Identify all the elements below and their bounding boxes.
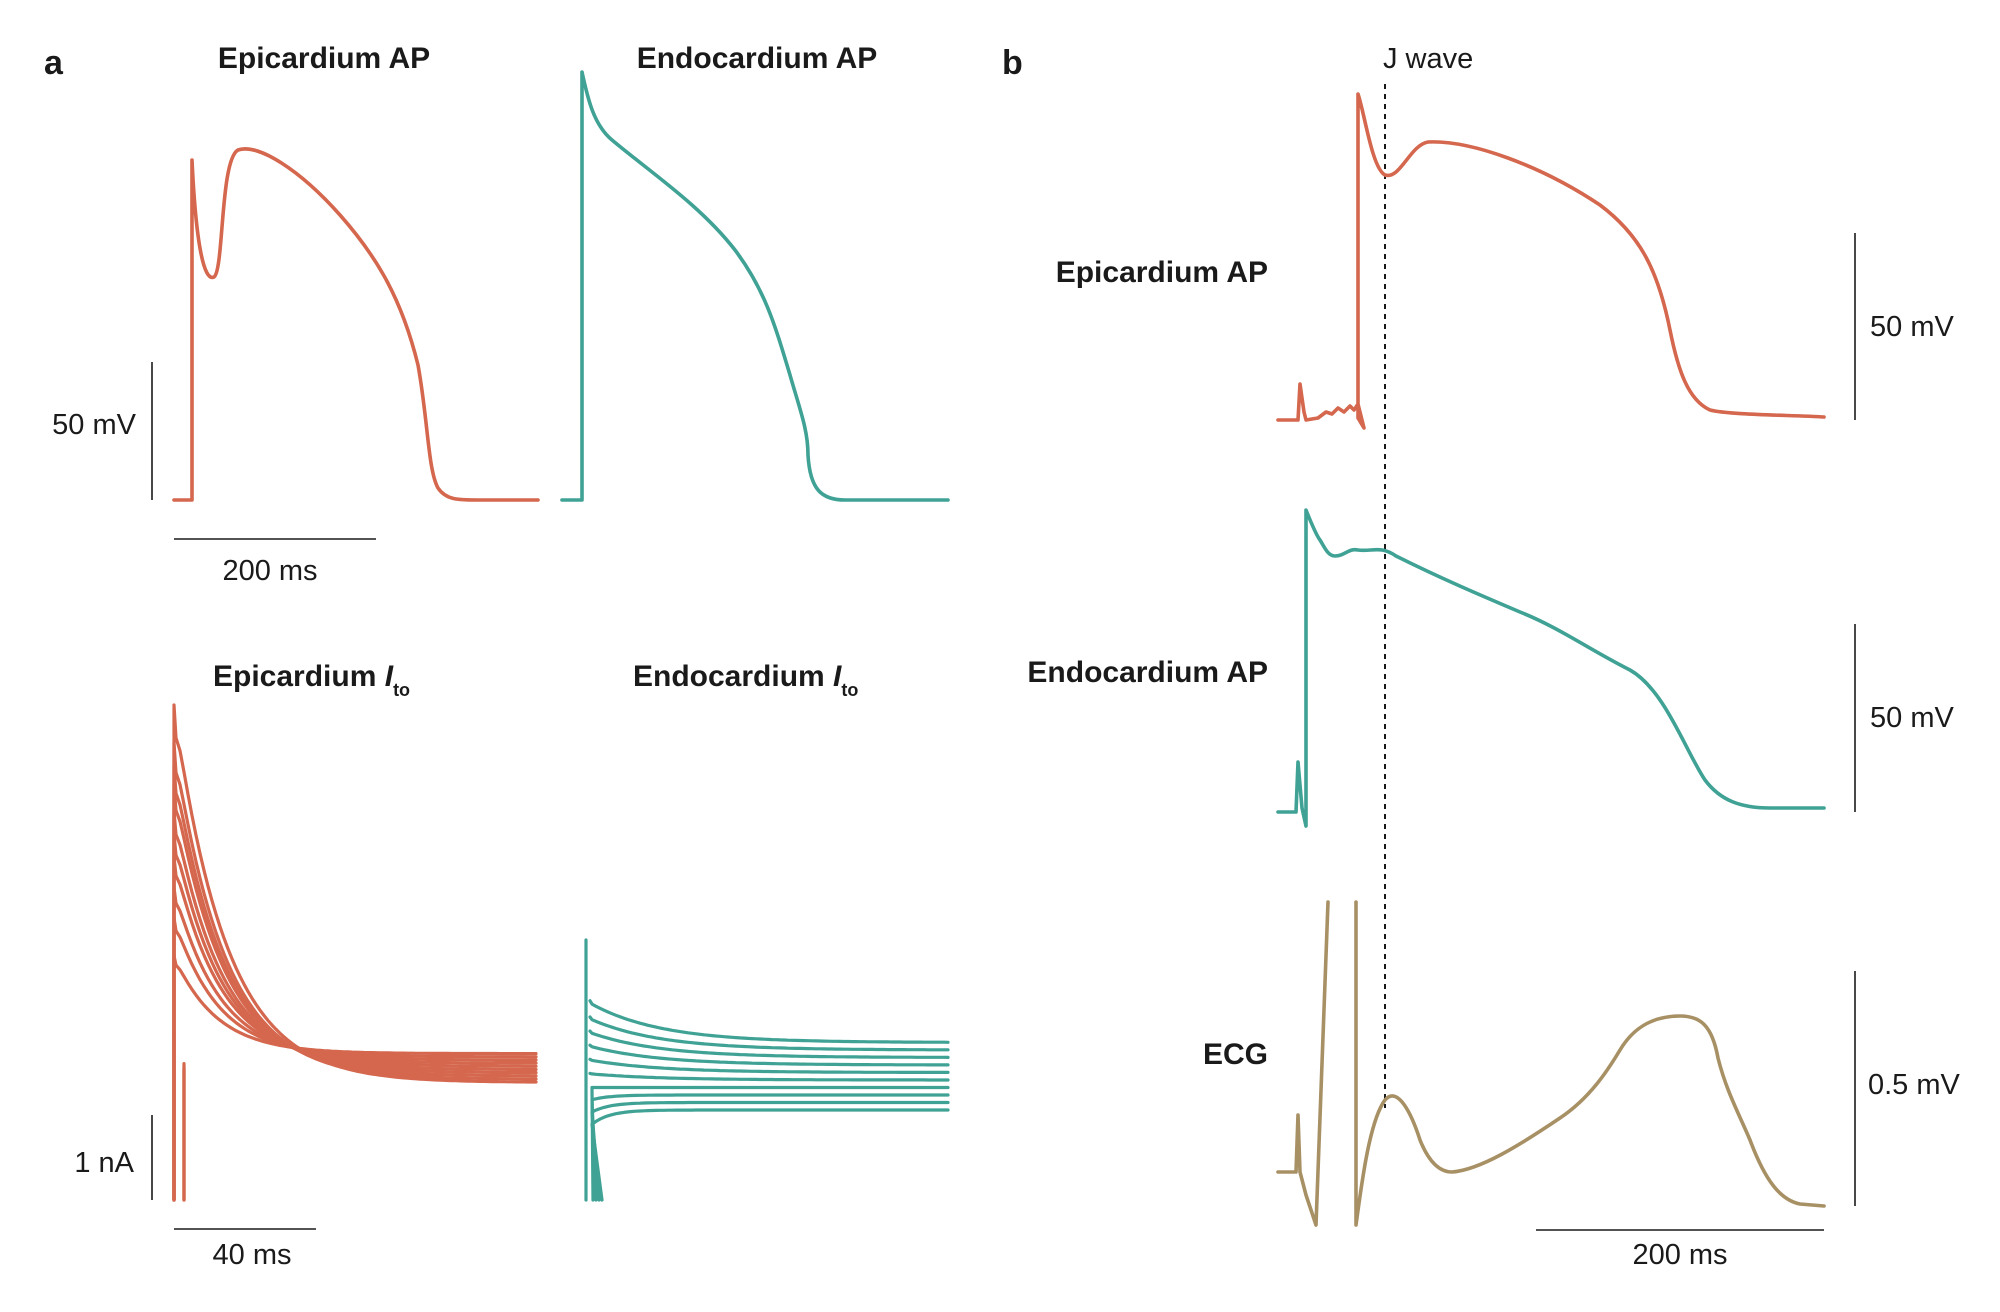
epi-ito-trace xyxy=(172,855,538,1202)
panel-b-ecg-scale-label: 0.5 mV xyxy=(1868,1069,1961,1101)
endo-ito-trace xyxy=(590,1100,950,1202)
panel-b-endo-ap-trace xyxy=(1276,508,1826,828)
epi-ito-trace xyxy=(172,916,538,1202)
epi-ap-trace xyxy=(172,147,540,502)
panel-b-epi-ap-label: Epicardium AP xyxy=(1056,256,1268,289)
panel-a-endo-ito-title: Endocardium Ito xyxy=(633,660,858,700)
epi-ito-trace xyxy=(172,885,538,1202)
epi-ito-trace xyxy=(172,954,538,1202)
ito-time-scale-label: 40 ms xyxy=(213,1239,292,1271)
panel-b-epi-ap-trace xyxy=(1276,92,1826,430)
endo-ito-trace xyxy=(588,1015,950,1052)
endo-ito-trace xyxy=(588,1043,950,1067)
endo-ito-trace xyxy=(588,1071,950,1082)
epi-ito-trace xyxy=(172,832,538,1202)
endo-ap-trace xyxy=(560,70,950,502)
endo-ito-trace xyxy=(588,1029,950,1059)
epi-ito-trace xyxy=(172,783,538,1202)
endo-ito-trace xyxy=(590,1085,950,1202)
panel-b-endo-scale-label: 50 mV xyxy=(1870,702,1954,734)
panel-a-epi-ap-title: Epicardium AP xyxy=(218,42,430,75)
panel-b-letter: b xyxy=(1002,44,1023,82)
ap-time-scale-label: 200 ms xyxy=(222,555,317,587)
epi-ito-traces xyxy=(172,703,538,1202)
endo-ito-trace xyxy=(590,1108,950,1202)
endo-ito-trace xyxy=(588,999,950,1044)
ito-current-scale-label: 1 nA xyxy=(74,1147,134,1179)
panel-a-letter: a xyxy=(44,44,64,82)
panel-a-endo-ap-title: Endocardium AP xyxy=(637,42,878,75)
epi-ito-trace xyxy=(172,809,538,1202)
panel-b-ecg-label: ECG xyxy=(1203,1038,1268,1071)
panel-b-epi-scale-label: 50 mV xyxy=(1870,311,1954,343)
ap-voltage-scale-label: 50 mV xyxy=(52,409,136,441)
panel-b-endo-ap-label: Endocardium AP xyxy=(1027,656,1268,689)
panel-a-epi-ito-title: Epicardium Ito xyxy=(213,660,410,700)
j-wave-label: J wave xyxy=(1383,43,1473,75)
endo-ito-trace xyxy=(590,1093,950,1202)
endo-ito-traces xyxy=(584,938,950,1202)
panel-b-ecg-trace xyxy=(1276,900,1826,1227)
endo-ito-trace xyxy=(588,1057,950,1074)
panel-b-time-scale-label: 200 ms xyxy=(1632,1239,1727,1271)
epi-ito-trace xyxy=(172,764,538,1202)
epi-ito-trace xyxy=(172,703,538,1202)
